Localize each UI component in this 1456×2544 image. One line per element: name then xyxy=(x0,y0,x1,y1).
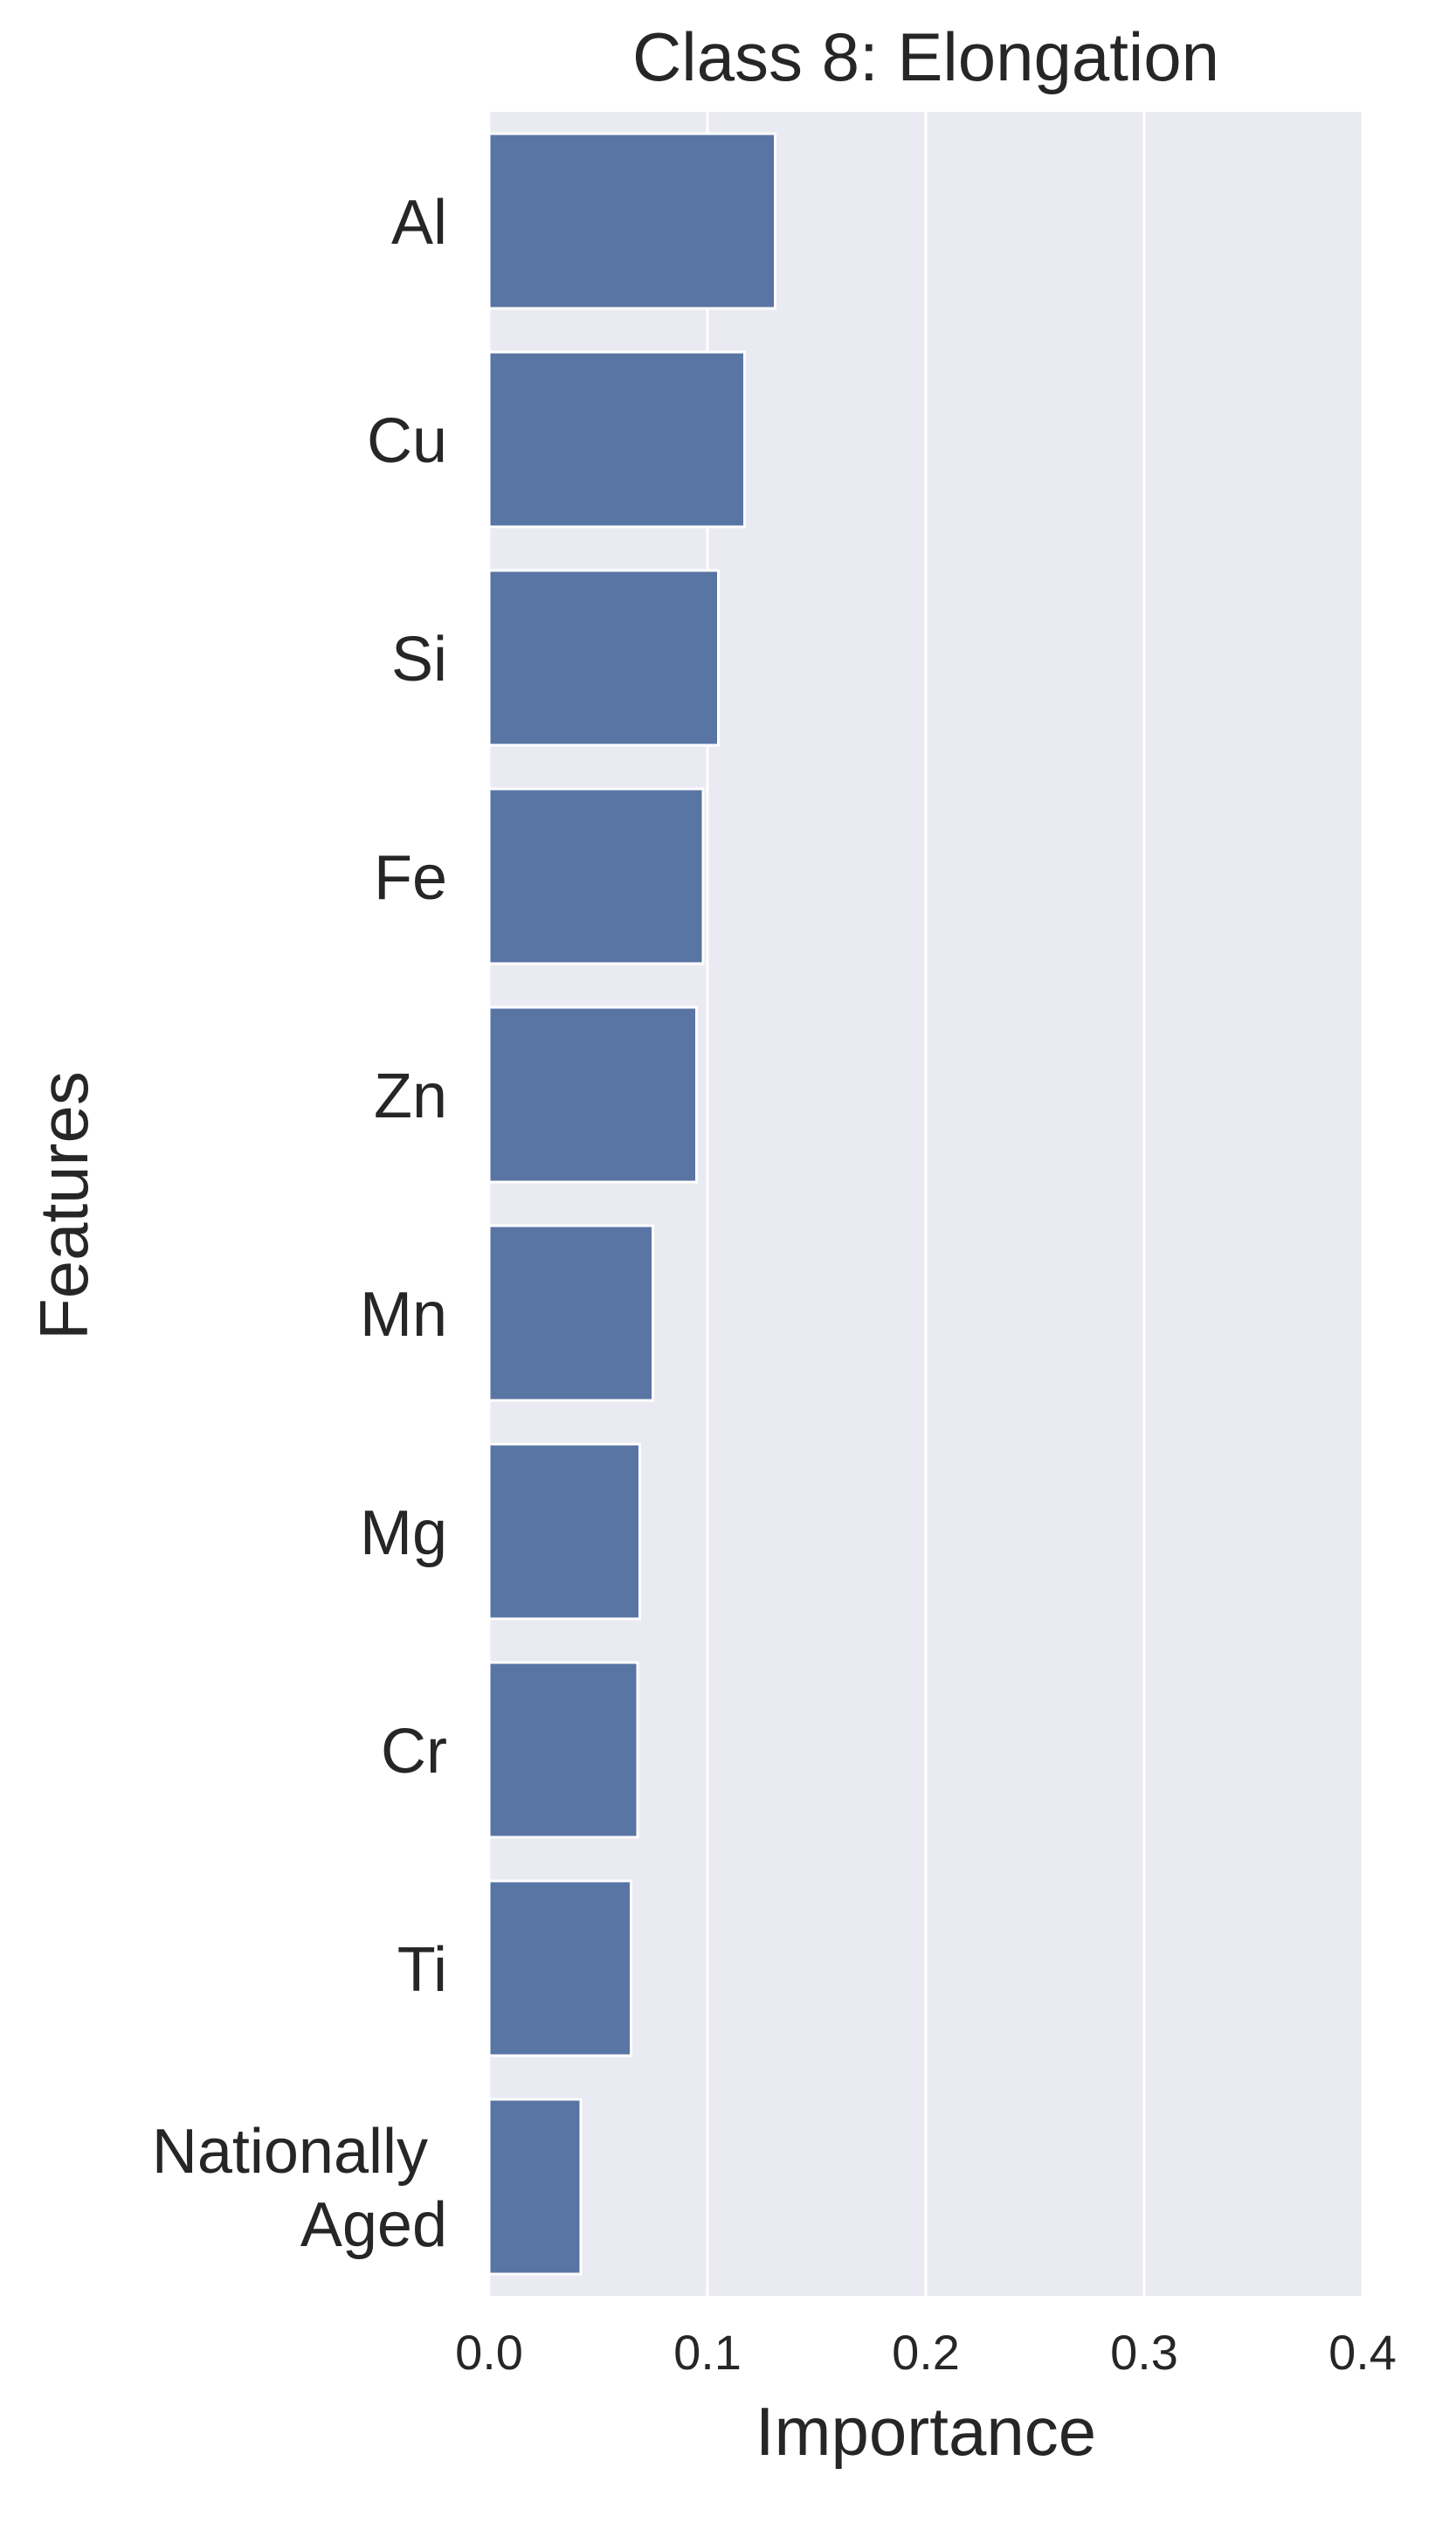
x-tick-label: 0.1 xyxy=(673,2325,742,2380)
y-tick-label: Mn xyxy=(360,1280,447,1350)
bars xyxy=(487,132,776,2276)
x-tick-label: 0.3 xyxy=(1110,2325,1178,2380)
bar-fe xyxy=(487,787,705,965)
bar-mn xyxy=(487,1224,654,1402)
y-tick-label: Fe xyxy=(374,843,447,913)
bar-cr xyxy=(487,1661,639,1839)
bar-zn xyxy=(487,1006,698,1184)
y-tick-label: Cu xyxy=(367,406,447,476)
bar-si xyxy=(487,569,720,747)
y-tick-label: Ti xyxy=(397,1935,447,2005)
y-tick-label: Mg xyxy=(360,1498,447,1568)
y-tick-label: Al xyxy=(391,188,447,258)
chart-title: Class 8: Elongation xyxy=(632,18,1219,95)
x-tick-labels: 0.0 0.1 0.2 0.3 0.4 xyxy=(455,2325,1397,2380)
y-tick-label: Zn xyxy=(374,1061,447,1131)
bar-ti xyxy=(487,1879,632,2057)
y-tick-label: Nationally Aged xyxy=(152,2117,447,2260)
y-tick-labels: Al Cu Si Fe Zn Mn Mg Cr Ti Nationally Aged xyxy=(152,188,447,2260)
x-tick-label: 0.4 xyxy=(1328,2325,1397,2380)
y-tick-label: Cr xyxy=(381,1717,447,1787)
bar-mg xyxy=(487,1442,641,1621)
y-tick-label: Si xyxy=(391,625,447,695)
bar-al xyxy=(487,132,776,310)
bar-cu xyxy=(487,350,746,529)
x-tick-label: 0.2 xyxy=(892,2325,960,2380)
y-axis-label: Features xyxy=(25,1071,102,1340)
x-axis-label: Importance xyxy=(756,2393,1096,2470)
bar-nationally-aged xyxy=(487,2098,583,2276)
x-tick-label: 0.0 xyxy=(455,2325,523,2380)
